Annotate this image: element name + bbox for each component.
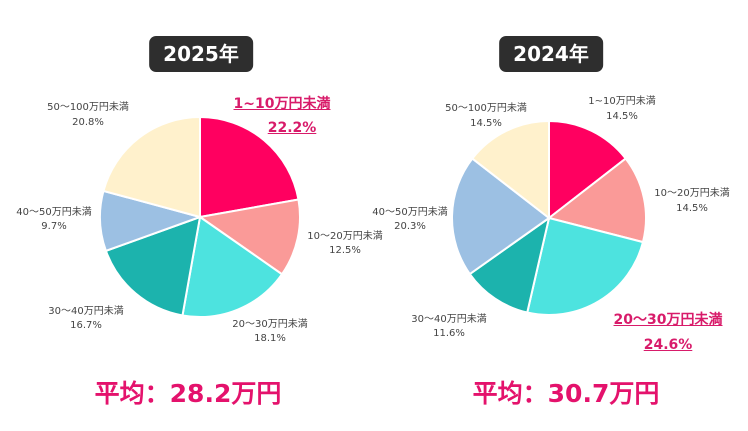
value-2025-cat-5: 20.8% xyxy=(72,117,104,128)
label-2025-cat-5: 50～100万円未満 xyxy=(47,102,129,113)
pie-2024-slice-5 xyxy=(470,119,550,221)
value-2024-cat-2: 24.6% xyxy=(643,337,693,353)
title-badge-2025: 2025年 xyxy=(149,36,253,72)
average-2024: 平均：30.7万円 xyxy=(472,379,660,408)
label-2024-cat-5: 50～100万円未満 xyxy=(445,103,527,114)
value-2025-cat-4: 9.7% xyxy=(41,221,67,232)
label-2024-cat-2: 20～30万円未満 xyxy=(613,312,723,328)
label-2025-cat-2: 20～30万円未満 xyxy=(232,319,308,330)
value-2025-cat-0: 22.2% xyxy=(267,120,317,136)
average-2025: 平均：28.2万円 xyxy=(94,379,282,408)
value-2024-cat-5: 14.5% xyxy=(470,118,502,129)
pie-2024-slice-4 xyxy=(451,157,551,276)
pie-2024-slice-2 xyxy=(526,216,645,316)
value-2025-cat-1: 12.5% xyxy=(329,245,361,256)
value-2024-cat-4: 20.3% xyxy=(394,221,426,232)
pie-2025-slice-5 xyxy=(102,115,201,219)
pie-2024-slice-0 xyxy=(548,119,628,221)
value-2024-cat-1: 14.5% xyxy=(676,203,708,214)
label-2024-cat-1: 10～20万円未満 xyxy=(654,188,730,199)
pie-2024-slice-3 xyxy=(468,215,551,314)
pie-2025-slice-1 xyxy=(197,198,301,276)
pie-2025-slice-0 xyxy=(199,115,300,219)
pie-2025-slice-3 xyxy=(104,215,202,317)
label-2024-cat-4: 40～50万円未満 xyxy=(372,207,448,218)
pie-2025-slice-2 xyxy=(181,215,284,318)
label-2025-cat-1: 10～20万円未満 xyxy=(307,231,383,242)
pie-2024-slice-1 xyxy=(546,157,647,244)
value-2024-cat-3: 11.6% xyxy=(433,328,465,339)
label-2025-cat-0: 1~10万円未満 xyxy=(233,96,331,112)
label-2025-cat-4: 40～50万円未満 xyxy=(16,207,92,218)
label-2024-cat-0: 1~10万円未満 xyxy=(588,96,656,107)
label-2024-cat-3: 30～40万円未満 xyxy=(411,314,487,325)
value-2025-cat-2: 18.1% xyxy=(254,333,286,344)
title-badge-2024: 2024年 xyxy=(499,36,603,72)
value-2025-cat-3: 16.7% xyxy=(70,320,102,331)
label-2025-cat-3: 30～40万円未満 xyxy=(48,306,124,317)
value-2024-cat-0: 14.5% xyxy=(606,111,638,122)
